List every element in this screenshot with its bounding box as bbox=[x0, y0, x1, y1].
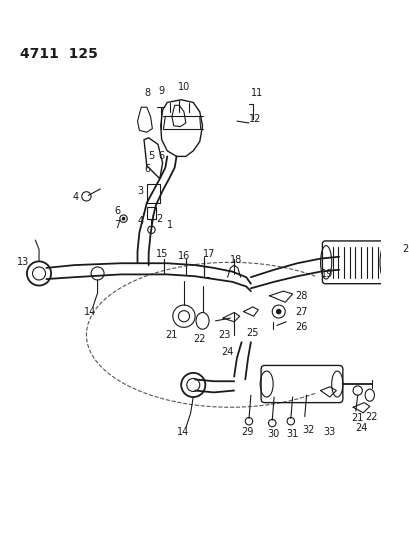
Text: 7: 7 bbox=[114, 220, 120, 230]
Text: 6: 6 bbox=[114, 206, 120, 216]
Text: 32: 32 bbox=[301, 425, 314, 435]
Text: 18: 18 bbox=[230, 255, 242, 265]
Text: 21: 21 bbox=[351, 414, 363, 423]
Text: 31: 31 bbox=[285, 429, 298, 439]
Text: 30: 30 bbox=[267, 429, 279, 439]
Text: 8: 8 bbox=[144, 88, 150, 98]
Text: 6: 6 bbox=[157, 151, 164, 161]
Circle shape bbox=[121, 217, 125, 221]
Text: 27: 27 bbox=[295, 306, 307, 317]
Circle shape bbox=[275, 309, 281, 314]
Text: 1: 1 bbox=[167, 220, 173, 230]
Text: 22: 22 bbox=[364, 411, 377, 422]
Text: 9: 9 bbox=[157, 86, 164, 96]
Text: 4: 4 bbox=[72, 192, 79, 203]
Text: 28: 28 bbox=[295, 291, 307, 301]
Text: 11: 11 bbox=[250, 88, 263, 98]
Text: 26: 26 bbox=[295, 322, 307, 333]
Text: 5: 5 bbox=[148, 151, 155, 161]
Text: 13: 13 bbox=[17, 257, 29, 268]
Text: 14: 14 bbox=[176, 427, 188, 438]
Text: 20: 20 bbox=[401, 244, 409, 254]
Text: 4: 4 bbox=[137, 216, 143, 227]
Text: 24: 24 bbox=[354, 423, 366, 433]
Text: 24: 24 bbox=[220, 346, 233, 357]
Text: 15: 15 bbox=[156, 249, 168, 259]
Text: 17: 17 bbox=[202, 249, 214, 259]
Text: 4711  125: 4711 125 bbox=[20, 47, 98, 61]
Text: 25: 25 bbox=[246, 328, 258, 338]
Text: 2: 2 bbox=[156, 214, 162, 224]
Text: 3: 3 bbox=[137, 186, 143, 196]
Text: 33: 33 bbox=[323, 427, 335, 438]
Text: 23: 23 bbox=[218, 330, 230, 340]
Text: 21: 21 bbox=[165, 330, 178, 340]
Text: 14: 14 bbox=[83, 306, 96, 317]
Text: 10: 10 bbox=[178, 82, 190, 92]
Text: 6: 6 bbox=[144, 164, 150, 174]
Text: 29: 29 bbox=[241, 427, 253, 438]
Text: 19: 19 bbox=[320, 269, 332, 279]
Text: 16: 16 bbox=[178, 251, 190, 261]
Text: 12: 12 bbox=[248, 114, 261, 124]
Text: 22: 22 bbox=[193, 334, 205, 344]
